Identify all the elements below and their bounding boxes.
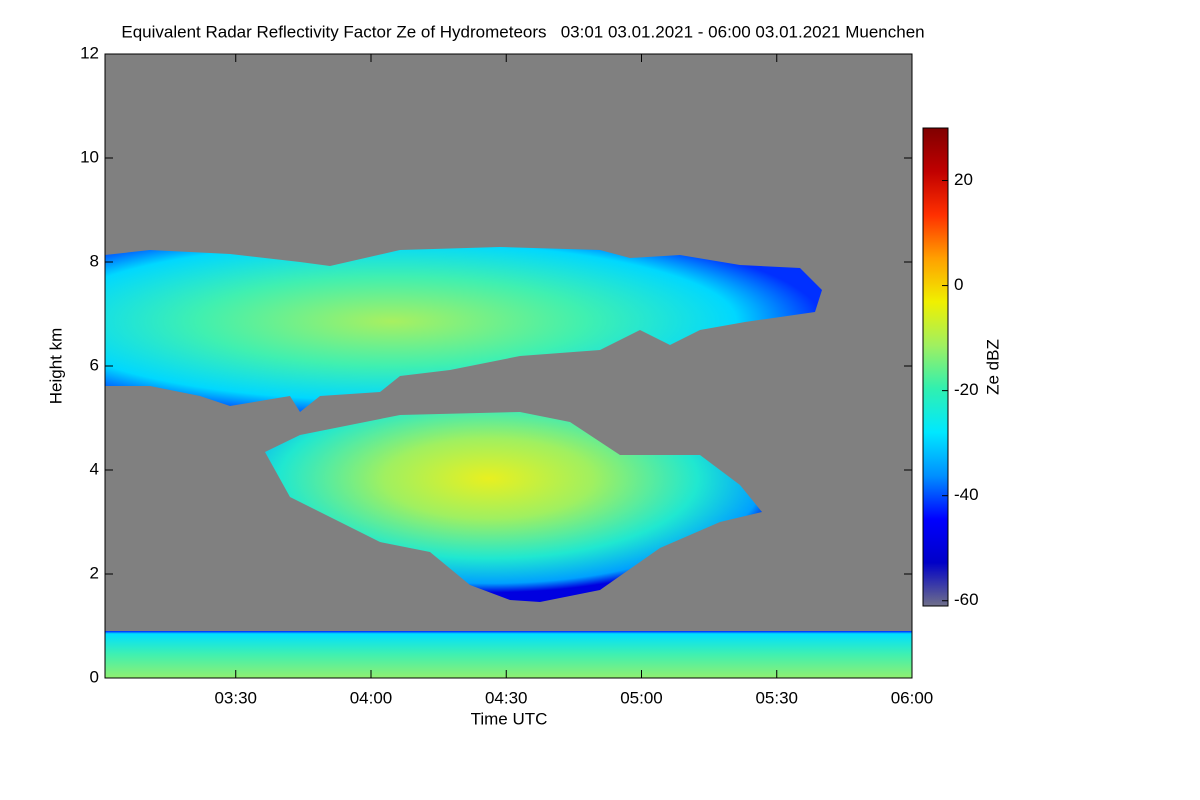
echo-region (265, 412, 762, 602)
y-tick-label: 6 (90, 355, 99, 374)
y-tick-label: 10 (80, 147, 99, 166)
x-tick-label: 04:00 (350, 688, 393, 707)
x-tick-label: 05:30 (755, 688, 798, 707)
colorbar-tick-label: 0 (954, 275, 963, 294)
y-axis-label: Height km (46, 328, 65, 405)
chart-title: Equivalent Radar Reflectivity Factor Ze … (121, 22, 924, 41)
echo-layer (105, 247, 912, 678)
colorbar-tick-label: -20 (954, 380, 979, 399)
y-tick-label: 0 (90, 667, 99, 686)
y-tick-label: 2 (90, 563, 99, 582)
y-tick-label: 12 (80, 43, 99, 62)
colorbar-tick-label: -40 (954, 485, 979, 504)
y-tick-label: 4 (90, 459, 99, 478)
x-tick-label: 06:00 (891, 688, 934, 707)
x-tick-label: 03:30 (214, 688, 257, 707)
colorbar-tick-label: 20 (954, 170, 973, 189)
x-tick-label: 04:30 (485, 688, 528, 707)
x-axis-label: Time UTC (471, 709, 548, 728)
colorbar-tick-label: -60 (954, 590, 979, 609)
echo-region (105, 247, 822, 412)
echo-region (105, 631, 912, 678)
x-tick-label: 05:00 (620, 688, 663, 707)
colorbar (922, 127, 949, 607)
colorbar-label: Ze dBZ (983, 339, 1002, 395)
y-tick-label: 8 (90, 251, 99, 270)
